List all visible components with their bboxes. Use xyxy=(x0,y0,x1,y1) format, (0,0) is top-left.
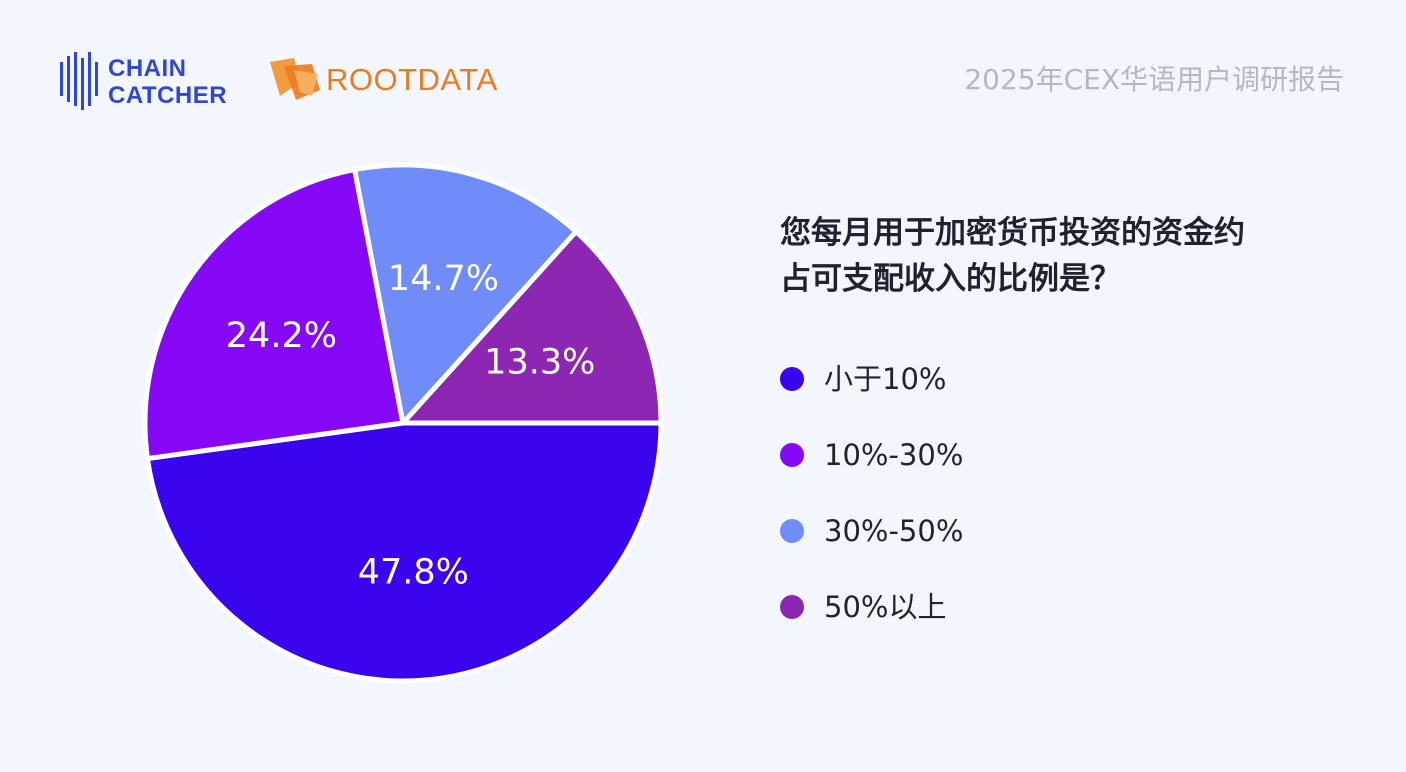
pie-label-lt10: 47.8% xyxy=(358,552,469,592)
legend: 小于10% 10%-30% 30%-50% 50%以上 xyxy=(780,360,1180,664)
rootdata-logo-mark-icon xyxy=(270,58,320,100)
rootdata-logo: ROOTDATA xyxy=(266,56,526,104)
chart-question: 您每月用于加密货币投资的资金约 占可支配收入的比例是？ xyxy=(780,210,1340,302)
legend-item-30-50: 30%-50% xyxy=(780,512,1180,588)
legend-dot xyxy=(780,443,804,467)
pie-chart: 47.8% 24.2% 14.7% 13.3% xyxy=(130,150,676,696)
legend-dot xyxy=(780,595,804,619)
legend-label: 30%-50% xyxy=(824,514,964,548)
legend-label: 10%-30% xyxy=(824,438,964,472)
pie-slice-lt10 xyxy=(144,420,664,684)
chaincatcher-logo: CHAIN CATCHER xyxy=(58,52,238,114)
legend-item-gt50: 50%以上 xyxy=(780,588,1180,664)
pie-slice-10-30 xyxy=(142,167,406,462)
pie-label-gt50: 13.3% xyxy=(484,342,595,382)
header: CHAIN CATCHER ROOTDATA 2025年CEX华语用户调研报告 xyxy=(0,0,1406,130)
chaincatcher-wordmark-line2: CATCHER xyxy=(108,82,228,109)
legend-item-10-30: 10%-30% xyxy=(780,436,1180,512)
pie-label-30-50: 14.7% xyxy=(388,259,499,299)
pie-slice-gt50 xyxy=(400,229,664,426)
legend-item-lt10: 小于10% xyxy=(780,360,1180,436)
question-line-1: 您每月用于加密货币投资的资金约 xyxy=(780,215,1245,251)
legend-dot xyxy=(780,519,804,543)
pie-label-10-30: 24.2% xyxy=(226,316,337,356)
chaincatcher-wordmark-line1: CHAIN xyxy=(108,55,187,82)
chaincatcher-logo-mark-icon xyxy=(60,52,98,110)
legend-label: 50%以上 xyxy=(824,590,947,624)
pie-slice-30-50 xyxy=(352,162,579,426)
rootdata-wordmark: ROOTDATA xyxy=(326,62,498,97)
question-line-2: 占可支配收入的比例是？ xyxy=(780,261,1121,297)
legend-dot xyxy=(780,367,804,391)
report-title: 2025年CEX华语用户调研报告 xyxy=(964,63,1344,96)
legend-label: 小于10% xyxy=(824,362,947,396)
